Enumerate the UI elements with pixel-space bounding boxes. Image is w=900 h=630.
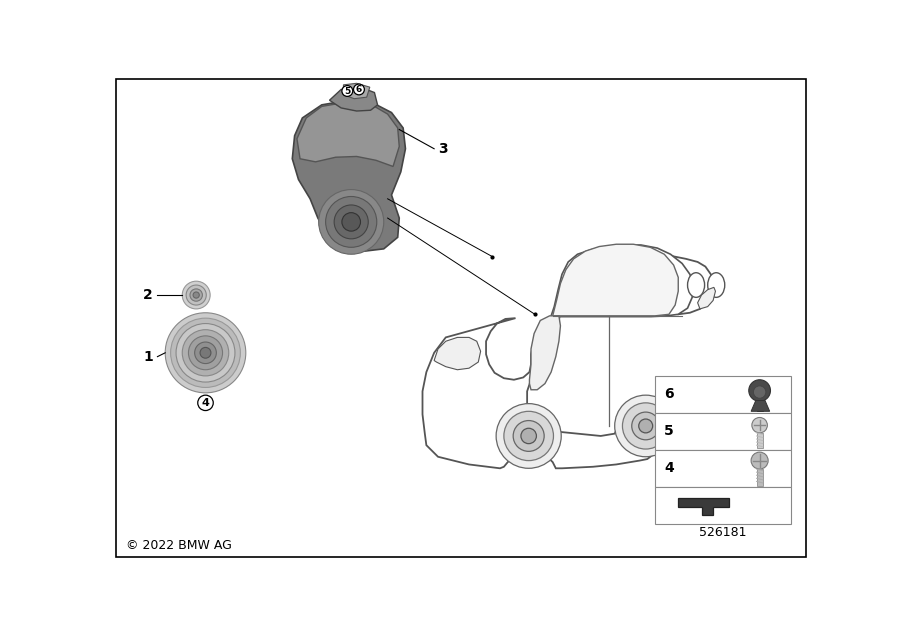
Circle shape: [496, 404, 562, 468]
Text: 6: 6: [664, 387, 674, 401]
Text: 2: 2: [143, 288, 153, 302]
Bar: [655, 376, 790, 413]
Bar: [655, 487, 790, 524]
Circle shape: [342, 213, 361, 231]
Circle shape: [190, 289, 203, 301]
Polygon shape: [434, 338, 481, 370]
Polygon shape: [297, 102, 400, 166]
Circle shape: [354, 84, 364, 95]
Circle shape: [752, 418, 768, 433]
Circle shape: [623, 403, 669, 449]
Text: © 2022 BMW AG: © 2022 BMW AG: [126, 539, 232, 552]
Bar: [757, 433, 762, 449]
Circle shape: [749, 380, 770, 401]
Text: 4: 4: [202, 398, 210, 408]
Polygon shape: [553, 244, 679, 316]
Circle shape: [753, 386, 766, 398]
Circle shape: [182, 329, 229, 376]
Circle shape: [182, 281, 210, 309]
Circle shape: [171, 318, 240, 387]
Circle shape: [200, 347, 211, 358]
Bar: [655, 450, 790, 487]
Circle shape: [186, 285, 206, 305]
Polygon shape: [344, 83, 370, 99]
Polygon shape: [698, 287, 716, 309]
Polygon shape: [422, 255, 713, 468]
Ellipse shape: [688, 273, 705, 297]
Polygon shape: [679, 498, 729, 515]
Circle shape: [176, 324, 235, 382]
Bar: [757, 469, 762, 486]
Text: 5: 5: [344, 86, 350, 96]
Polygon shape: [752, 401, 770, 411]
Polygon shape: [329, 87, 378, 111]
Circle shape: [334, 205, 368, 239]
Text: 6: 6: [356, 85, 362, 94]
Circle shape: [639, 419, 652, 433]
Circle shape: [319, 190, 383, 255]
Circle shape: [615, 395, 677, 457]
Polygon shape: [529, 316, 561, 390]
Circle shape: [194, 342, 216, 364]
Circle shape: [752, 452, 768, 469]
Circle shape: [632, 412, 660, 440]
Bar: [655, 413, 790, 450]
Circle shape: [513, 421, 544, 451]
Circle shape: [198, 395, 213, 411]
Text: 3: 3: [438, 142, 447, 156]
Circle shape: [194, 292, 199, 298]
Text: 5: 5: [664, 425, 674, 438]
Circle shape: [188, 336, 222, 370]
Polygon shape: [292, 100, 405, 251]
Ellipse shape: [707, 273, 724, 297]
Circle shape: [504, 411, 554, 461]
Circle shape: [521, 428, 536, 444]
Polygon shape: [551, 245, 694, 318]
Text: 1: 1: [143, 350, 153, 364]
Circle shape: [342, 86, 353, 96]
Circle shape: [326, 197, 377, 248]
Text: 526181: 526181: [699, 527, 747, 539]
Text: 4: 4: [664, 461, 674, 475]
Bar: [757, 401, 762, 411]
Circle shape: [166, 312, 246, 393]
